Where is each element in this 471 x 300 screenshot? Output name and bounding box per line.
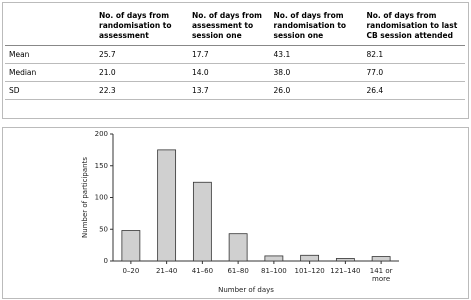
bar	[121, 230, 141, 262]
header-cell: No. of days from randomisation to last C…	[362, 11, 465, 46]
x-tick-label: 61–80	[227, 267, 249, 275]
cell: 25.7	[95, 45, 188, 64]
bar	[192, 181, 212, 262]
header-cell: No. of days from randomisation to assess…	[95, 11, 188, 46]
cell: 82.1	[362, 45, 465, 64]
cell: 38.0	[269, 63, 363, 82]
row-label: Median	[5, 63, 95, 82]
bar	[157, 149, 177, 262]
y-axis-label: Number of participants	[81, 157, 89, 238]
cell: 77.0	[362, 63, 465, 82]
table: No. of days from randomisation to assess…	[5, 11, 465, 100]
x-tick-label: 21–40	[155, 267, 178, 275]
x-tick-label: 81–100	[260, 267, 287, 275]
bar	[300, 254, 320, 262]
bar	[228, 233, 248, 262]
bar	[335, 258, 355, 262]
row-label: Mean	[5, 45, 95, 64]
x-tick-label: 41–60	[191, 267, 214, 275]
x-tick-label: 0–20	[122, 267, 140, 275]
y-tick-label: 150	[95, 162, 108, 170]
cell: 21.0	[95, 63, 188, 82]
y-tick-label: 50	[99, 225, 108, 233]
x-tick-label: 141 or more	[369, 267, 393, 283]
header-cell: No. of days from randomisation to sessio…	[269, 11, 363, 46]
table-body: Mean 25.7 17.7 43.1 82.1 Median 21.0 14.0 38.0 77…	[5, 45, 465, 100]
cell: 22.3	[95, 81, 188, 100]
cell: 14.0	[187, 63, 270, 82]
x-axis-label: Number of days	[218, 286, 274, 294]
cell: 43.1	[269, 45, 363, 64]
chart: 0 50 100 150 200 Number of participants Number…	[81, 130, 399, 294]
header-row: No. of days from randomisation to assess…	[5, 11, 465, 46]
x-tick-label: 101–120	[294, 267, 325, 275]
table-row: Mean 25.7 17.7 43.1 82.1	[5, 45, 465, 64]
y-tick-label: 200	[95, 130, 108, 138]
table-row: Median 21.0 14.0 38.0 77.0	[5, 63, 465, 82]
header-cell: No. of days from assessment to session o…	[187, 11, 270, 46]
corner-cell	[5, 11, 95, 46]
bar	[264, 255, 284, 262]
x-tick-label: 121–140	[330, 267, 361, 275]
table-box: No. of days from randomisation to assess…	[2, 2, 469, 119]
y-tick-label: 0	[104, 257, 108, 265]
chart-box: 0 50 100 150 200 Number of participants Number…	[2, 127, 469, 299]
cell: 26.0	[269, 81, 363, 100]
table-row: SD 22.3 13.7 26.0 26.4	[5, 81, 465, 100]
cell: 26.4	[362, 81, 465, 100]
bar	[371, 256, 391, 262]
cell: 17.7	[187, 45, 270, 64]
cell: 13.7	[187, 81, 270, 100]
row-label: SD	[5, 81, 95, 100]
y-tick-label: 100	[95, 194, 108, 202]
